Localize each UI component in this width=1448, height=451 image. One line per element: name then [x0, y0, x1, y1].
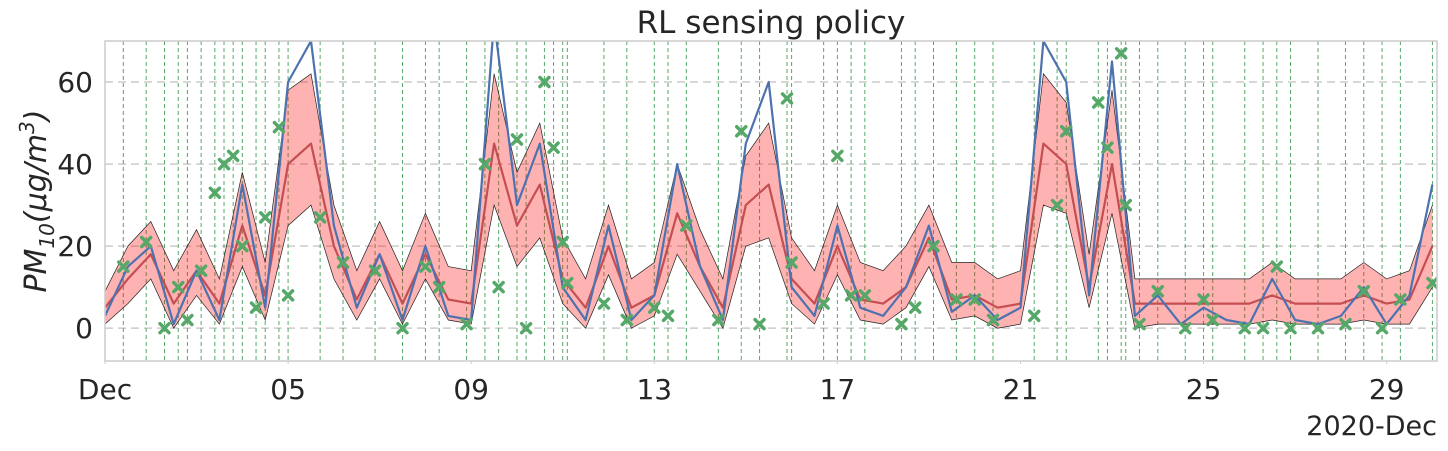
- y-tick-label: 40: [57, 148, 93, 181]
- sensed-marker: [1270, 260, 1284, 273]
- x-tick-label: Dec: [78, 373, 132, 406]
- observed-line: [105, 41, 1434, 326]
- sensed-marker: [661, 309, 675, 323]
- plot-layer: [105, 41, 1437, 361]
- sensed-marker: [1101, 141, 1114, 154]
- x-tick-label: 17: [820, 373, 856, 406]
- x-tick-label: 25: [1186, 373, 1222, 406]
- x-tick-label: 05: [270, 373, 306, 406]
- sensed-marker: [1050, 198, 1064, 212]
- x-offset-label: 2020-Dec: [1306, 411, 1437, 442]
- sensed-marker: [986, 313, 1000, 327]
- sensed-marker: [1092, 96, 1105, 109]
- sensed-marker: [1206, 313, 1219, 327]
- sensed-marker: [844, 289, 858, 302]
- mean-line: [105, 142, 1434, 309]
- x-tick-label: 13: [636, 373, 672, 406]
- sensed-marker: [258, 211, 272, 224]
- sensed-marker: [336, 256, 350, 269]
- sensed-marker: [561, 276, 574, 290]
- sensed-marker: [139, 235, 153, 249]
- uncertainty-band: [105, 73, 1433, 329]
- y-axis-label: PM10(μg/m3): [15, 109, 59, 292]
- sensed-marker: [1119, 198, 1132, 212]
- sensed-marker: [1133, 317, 1146, 331]
- sensed-marker: [908, 301, 922, 314]
- y-label-part: ): [19, 109, 54, 123]
- sensed-marker: [1197, 293, 1210, 306]
- x-tick-label: 29: [1369, 373, 1405, 406]
- sensed-marker: [236, 239, 249, 253]
- sensed-marker: [419, 260, 432, 273]
- sensed-marker: [208, 186, 222, 200]
- sensed-marker: [817, 297, 830, 310]
- sensed-marker: [927, 239, 940, 253]
- sensed-marker: [281, 289, 295, 302]
- sensed-marker: [1114, 47, 1128, 60]
- sensed-marker: [620, 313, 634, 327]
- band-lower-edge: [105, 203, 1433, 330]
- sensed-marker: [1375, 321, 1389, 335]
- sensed-marker: [858, 289, 872, 302]
- sensed-marker: [432, 280, 446, 294]
- sensed-marker: [226, 149, 240, 163]
- sensed-marker: [171, 280, 185, 294]
- sensed-marker: [194, 264, 208, 277]
- sensed-marker: [396, 321, 409, 335]
- sensed-marker: [1151, 285, 1165, 298]
- sensed-marker: [1027, 309, 1041, 323]
- x-tick-label: 21: [1003, 373, 1039, 406]
- sensed-marker: [158, 321, 171, 335]
- x-tick-label: 09: [453, 373, 489, 406]
- sensed-marker: [1311, 321, 1325, 335]
- sensed-marker: [780, 92, 794, 105]
- sensed-marker: [1426, 276, 1437, 290]
- sensed-marker: [368, 264, 382, 277]
- sensed-marker: [712, 313, 725, 327]
- sensed-marker: [1339, 317, 1352, 331]
- sensed-marker: [680, 219, 693, 232]
- sensed-marker: [831, 149, 844, 163]
- sensed-marker: [556, 235, 569, 249]
- y-tick-label: 0: [75, 312, 93, 345]
- sensed-marker: [313, 211, 327, 224]
- sensed-marker: [460, 317, 473, 331]
- sensed-marker: [272, 120, 286, 134]
- sensed-marker: [249, 301, 263, 314]
- sensed-marker: [1394, 293, 1407, 306]
- sensed-marker: [181, 313, 194, 327]
- sensed-marker: [597, 297, 611, 310]
- sensed-marker: [492, 280, 505, 294]
- y-label-part: 10: [35, 223, 59, 248]
- sensed-marker: [648, 301, 661, 314]
- sensed-marker: [734, 125, 748, 138]
- sensed-marker: [968, 293, 981, 306]
- sensed-marker: [478, 157, 492, 171]
- sensed-marker: [117, 260, 130, 273]
- y-label-part: PM: [19, 248, 54, 292]
- y-label-part: (μg/m: [19, 134, 54, 223]
- sensed-marker: [753, 317, 766, 331]
- y-tick-label: 20: [57, 230, 93, 263]
- sensed-marker: [217, 157, 231, 171]
- sensed-marker: [510, 133, 524, 146]
- sensed-marker: [547, 141, 560, 154]
- sensed-marker: [519, 321, 533, 335]
- sensed-marker: [1357, 285, 1371, 298]
- y-label-part: 3: [15, 121, 39, 134]
- sensed-marker: [538, 75, 551, 89]
- y-tick-label: 60: [57, 66, 93, 99]
- sensed-marker: [950, 293, 963, 306]
- sensed-marker: [1284, 321, 1297, 335]
- sensed-marker: [895, 317, 908, 331]
- sensed-marker: [1179, 321, 1192, 335]
- sensed-marker: [1238, 321, 1251, 335]
- chart-title: RL sensing policy: [637, 5, 906, 41]
- sensed-marker: [785, 256, 798, 269]
- sensed-marker: [1059, 125, 1073, 138]
- sensed-marker: [1256, 321, 1270, 335]
- axes-frame: [104, 40, 1438, 362]
